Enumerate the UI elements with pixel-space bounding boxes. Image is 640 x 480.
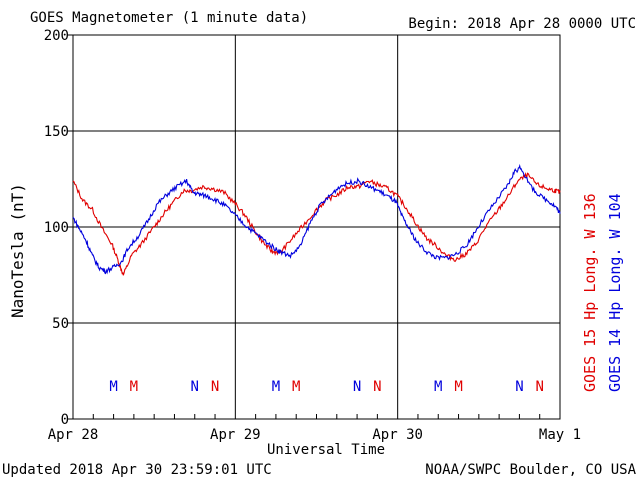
begin-time-label: Begin: 2018 Apr 28 0000 UTC [408,16,636,32]
legend-goes14: GOES 14 Hp Long. W 104 [606,193,624,392]
midnight-marker: M [454,379,462,395]
noon-marker: N [515,379,523,395]
noon-marker: N [373,379,381,395]
midnight-marker: M [109,379,117,395]
x-tick-label: Apr 28 [48,427,99,443]
noon-marker: N [211,379,219,395]
y-tick-label: 200 [44,28,69,44]
y-tick-label: 150 [44,124,69,140]
series-line-goes15 [72,172,561,276]
credit-label: NOAA/SWPC Boulder, CO USA [425,462,636,478]
series-line-goes14 [72,163,561,275]
x-tick-label: Apr 30 [372,427,423,443]
x-axis-label: Universal Time [267,442,386,458]
x-tick-label: Apr 29 [210,427,261,443]
noon-marker: N [535,379,543,395]
noon-marker: N [353,379,361,395]
chart-title: GOES Magnetometer (1 minute data) [30,10,309,26]
chart-series [72,163,561,276]
noon-marker: N [191,379,199,395]
y-tick-label: 50 [52,316,69,332]
updated-timestamp: Updated 2018 Apr 30 23:59:01 UTC [2,462,272,478]
legend-goes15: GOES 15 Hp Long. W 136 [581,193,599,392]
midnight-marker: M [434,379,442,395]
x-tick-label: May 1 [539,427,581,443]
y-tick-label: 0 [61,412,69,428]
chart-ticks: 0 50 100 150 200 Apr 28 Apr 29 Apr 30 May 1 [44,28,581,443]
y-axis-label: NanoTesla (nT) [8,183,27,318]
midnight-marker: M [292,379,300,395]
midnight-marker: M [272,379,280,395]
midnight-marker: M [130,379,138,395]
y-tick-label: 100 [44,220,69,236]
